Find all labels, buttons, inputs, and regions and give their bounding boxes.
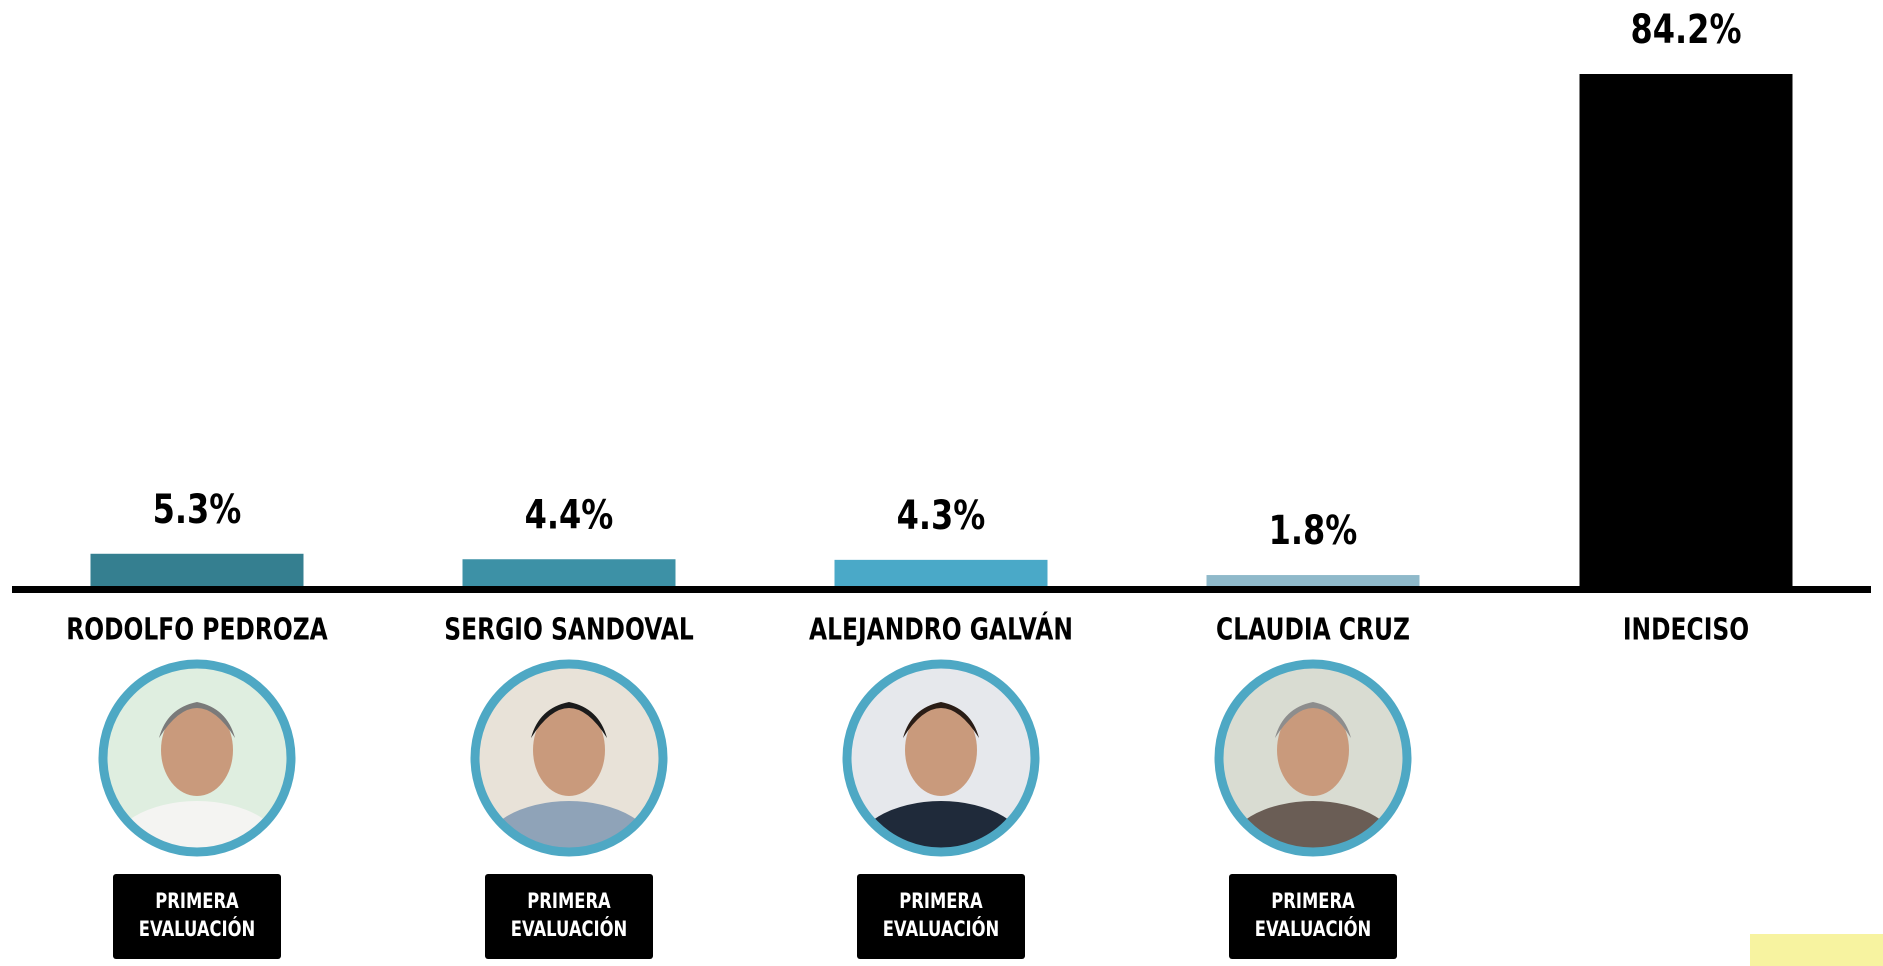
category-label: INDECISO (1623, 613, 1749, 648)
chart: 5.3% RODOLFO PEDROZA 4.4% SERGIO SANDOVAL 4.… (0, 0, 1883, 966)
bar (463, 559, 676, 586)
badge (857, 874, 1025, 959)
candidate-photo (847, 664, 1035, 905)
badge (113, 874, 281, 959)
baseline (12, 586, 1871, 593)
candidate-photo (1219, 664, 1407, 905)
bar (835, 560, 1048, 586)
badge-text: PRIMERA (1271, 890, 1355, 913)
badge-text: PRIMERA (899, 890, 983, 913)
candidate-photo (103, 664, 291, 905)
bar (91, 554, 304, 586)
badge-text: EVALUACIÓN (511, 915, 627, 942)
value-label: 4.4% (525, 491, 614, 538)
badge-text: EVALUACIÓN (883, 915, 999, 942)
corner-tab (1750, 934, 1883, 966)
badge-text: PRIMERA (155, 890, 239, 913)
candidate-photo (475, 664, 663, 905)
badge (1229, 874, 1397, 959)
value-label: 1.8% (1269, 507, 1358, 554)
badge-text: EVALUACIÓN (139, 915, 255, 942)
category-label: SERGIO SANDOVAL (444, 613, 693, 648)
bar (1207, 575, 1420, 586)
value-label: 5.3% (153, 485, 242, 532)
category-label: CLAUDIA CRUZ (1216, 613, 1410, 648)
category-label: RODOLFO PEDROZA (66, 613, 328, 648)
value-label: 84.2% (1630, 5, 1741, 52)
badge-text: PRIMERA (527, 890, 611, 913)
category-label: ALEJANDRO GALVÁN (809, 611, 1073, 647)
badge-text: EVALUACIÓN (1255, 915, 1371, 942)
badge (485, 874, 653, 959)
value-label: 4.3% (897, 491, 986, 538)
bar (1580, 74, 1793, 586)
